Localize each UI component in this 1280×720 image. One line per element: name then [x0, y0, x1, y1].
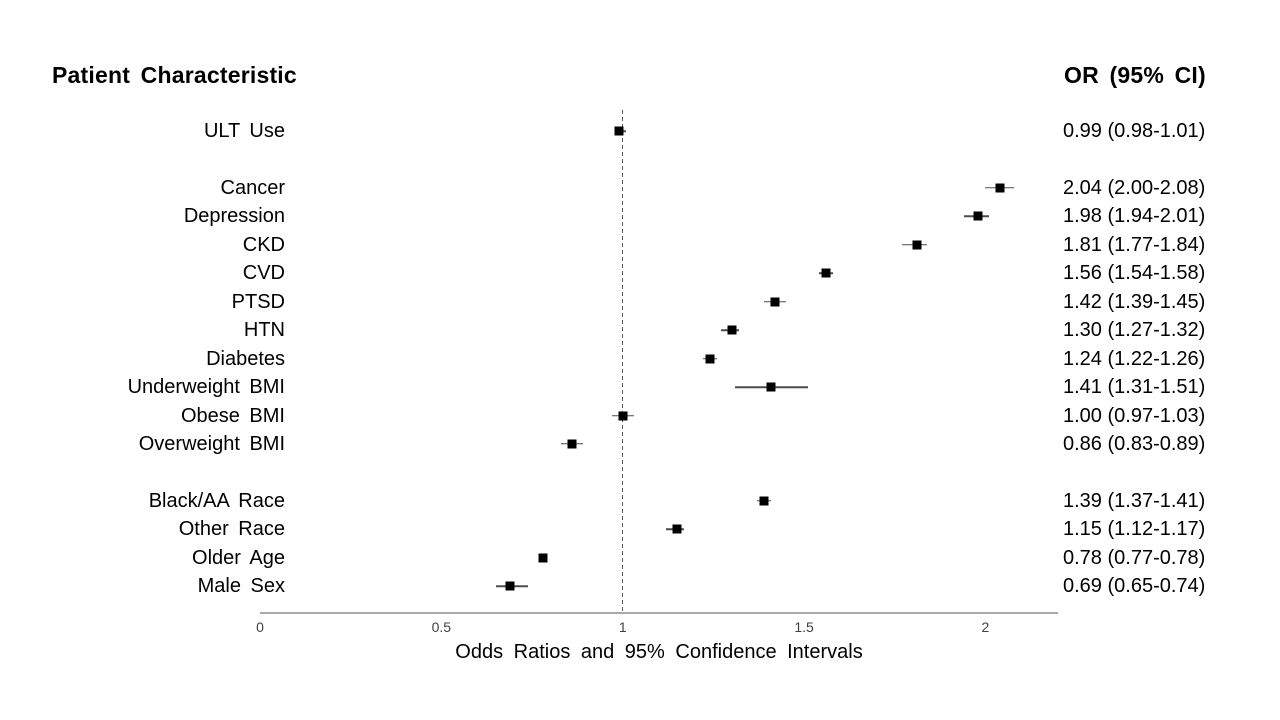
or-point-marker: [618, 411, 628, 420]
x-tick-0.5: 0.5: [431, 619, 452, 635]
or-ci-value: 1.30 (1.27-1.32): [1063, 319, 1206, 342]
or-point-marker: [770, 297, 780, 307]
or-point-marker: [766, 382, 776, 392]
row-label: CVD: [242, 262, 285, 285]
row-label: Other Race: [178, 518, 285, 541]
or-point-marker: [912, 240, 922, 250]
x-axis-line: [260, 612, 1058, 614]
row-label: Older Age: [192, 546, 285, 569]
or-ci-value: 1.98 (1.94-2.01): [1063, 205, 1206, 228]
or-ci-value: 1.24 (1.22-1.26): [1063, 347, 1206, 370]
or-ci-value: 0.86 (0.83-0.89): [1063, 432, 1206, 455]
row-label: PTSD: [231, 290, 285, 313]
row-label: Diabetes: [206, 347, 285, 370]
column-header-or-ci: OR (95% CI): [1064, 62, 1206, 88]
row-label: Cancer: [220, 176, 285, 199]
x-tick-1: 1: [618, 619, 627, 635]
or-ci-value: 1.15 (1.12-1.17): [1063, 518, 1206, 541]
or-point-marker: [672, 524, 682, 534]
row-label: HTN: [243, 319, 285, 342]
or-ci-value: 0.69 (0.65-0.74): [1063, 575, 1206, 598]
row-label: Overweight BMI: [138, 432, 285, 455]
or-point-marker: [973, 211, 983, 221]
or-ci-value: 1.41 (1.31-1.51): [1063, 376, 1206, 399]
x-tick-1.5: 1.5: [794, 619, 814, 635]
row-label: CKD: [242, 233, 285, 256]
or-ci-value: 1.81 (1.77-1.84): [1063, 233, 1206, 256]
or-ci-value: 2.04 (2.00-2.08): [1063, 176, 1206, 199]
or-point-marker: [821, 268, 831, 278]
or-point-marker: [705, 354, 715, 364]
or-ci-value: 1.39 (1.37-1.41): [1063, 489, 1206, 512]
or-ci-value: 0.99 (0.98-1.01): [1063, 120, 1206, 142]
x-axis-title: Odds Ratios and 95% Confidence Intervals: [455, 641, 863, 663]
row-label: Black/AA Race: [148, 489, 285, 512]
or-ci-value: 0.78 (0.77-0.78): [1063, 546, 1206, 569]
x-tick-0: 0: [256, 619, 264, 635]
row-label: Obese BMI: [180, 404, 285, 427]
or-point-marker: [505, 581, 515, 591]
or-point-marker: [759, 496, 769, 506]
or-point-marker: [727, 325, 737, 335]
or-point-marker: [567, 439, 577, 449]
x-tick-2: 2: [981, 619, 990, 635]
or-ci-value: 1.56 (1.54-1.58): [1063, 262, 1206, 285]
or-ci-value: 1.42 (1.39-1.45): [1063, 290, 1206, 313]
row-label: Underweight BMI: [127, 376, 285, 399]
or-point-marker: [614, 126, 624, 136]
column-header-patient-characteristic: Patient Characteristic: [52, 62, 297, 88]
or-point-marker: [995, 183, 1005, 193]
row-label: ULT Use: [203, 120, 285, 142]
reference-line-or-1: [621, 110, 624, 613]
or-point-marker: [538, 553, 548, 563]
or-ci-value: 1.00 (0.97-1.03): [1063, 404, 1206, 427]
row-label: Male Sex: [197, 575, 285, 598]
row-label: Depression: [183, 205, 285, 228]
